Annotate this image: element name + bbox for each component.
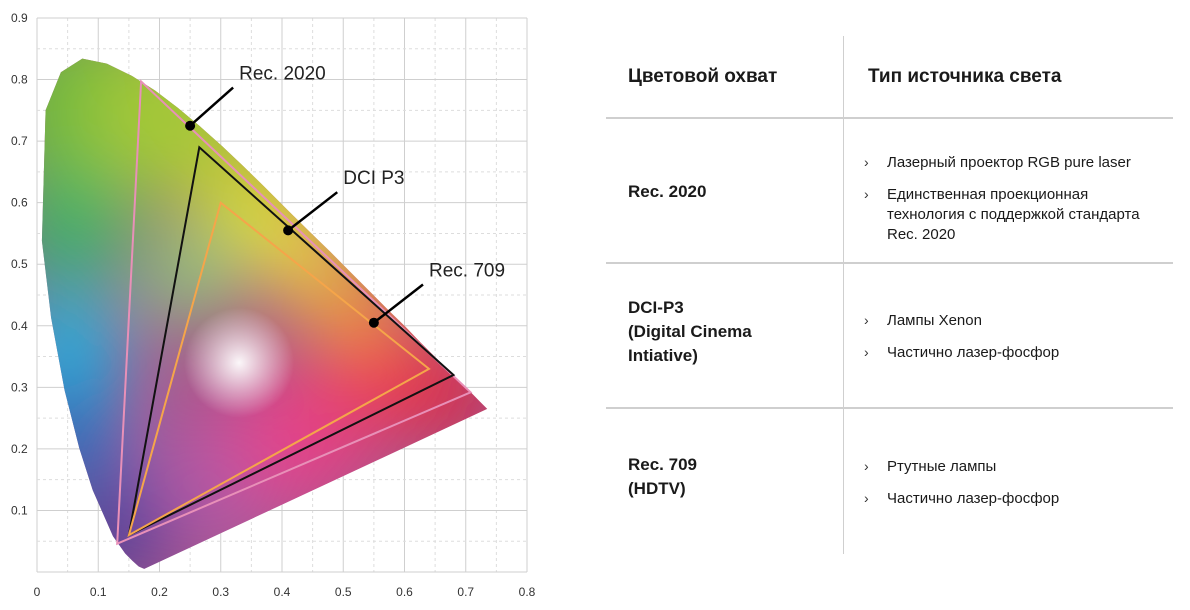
list-item: › Лазерный проектор RGB pure laser	[864, 154, 1131, 171]
y-tick-label: 0.8	[11, 73, 28, 87]
x-tick-label: 0	[34, 585, 41, 599]
row-sources-rec2020: › Лазерный проектор RGB pure laser › Единс…	[862, 153, 1167, 257]
header-gamut: Цветовой охват	[628, 66, 778, 87]
chevron-right-icon: ›	[864, 490, 869, 506]
callout-line	[287, 191, 339, 232]
x-tick-label: 0.6	[396, 585, 413, 599]
callout-label: DCI P3	[343, 168, 404, 189]
chevron-right-icon: ›	[864, 344, 869, 360]
row-gamut-dcip3: DCI-P3 (Digital Cinema Intiative)	[628, 296, 752, 368]
row-divider	[606, 407, 1173, 409]
x-tick-label: 0.7	[457, 585, 474, 599]
color-region	[41, 296, 126, 405]
gamut-table: Цветовой охват Тип источника света Rec. …	[606, 36, 1173, 554]
list-item: › Ртутные лампы	[864, 458, 997, 475]
row-sources-rec709: › Ртутные лампы › Частично лазер-фосфор	[862, 457, 1167, 521]
row-divider	[606, 262, 1173, 264]
gamut-name: Rec. 2020	[628, 182, 707, 201]
cie-chromaticity-chart: Rec. 2020 DCI P3 Rec. 709 0 0.1 0.2 0.3 0.4 0.5…	[11, 11, 536, 599]
list-item: › Лампы Xenon	[864, 312, 982, 329]
chevron-right-icon: ›	[864, 186, 869, 202]
y-tick-label: 0.2	[11, 442, 28, 456]
y-tick-label: 0.5	[11, 257, 28, 271]
gamut-triangle-rec-2020	[116, 79, 473, 546]
gamut-name: DCI-P3	[628, 298, 684, 317]
color-region	[310, 265, 401, 350]
y-tick-label: 0.4	[11, 319, 28, 333]
callouts: Rec. 2020 DCI P3 Rec. 709	[185, 64, 505, 328]
callout-dot	[368, 317, 379, 328]
chevron-right-icon: ›	[864, 458, 869, 474]
axis-ticks: 0 0.1 0.2 0.3 0.4 0.5 0.6 0.7 0.8 0.1 0.2 0.3 0.4 0.5…	[11, 11, 536, 599]
color-region	[138, 228, 242, 325]
header-divider	[606, 117, 1173, 119]
callout-dot	[185, 120, 196, 131]
row-gamut-rec2020: Rec. 2020	[628, 180, 706, 204]
y-tick-label: 0.9	[11, 11, 28, 25]
y-tick-label: 0.6	[11, 196, 28, 210]
list-item: › Единственная проекционная технология с …	[864, 186, 1140, 243]
x-tick-label: 0.8	[519, 585, 536, 599]
gamut-subtitle: Intiative)	[628, 346, 698, 365]
header-light-source: Тип источника света	[868, 66, 1062, 87]
gamut-subtitle: (Digital Cinema	[628, 322, 752, 341]
gamut-triangle-dci-p3	[127, 145, 456, 537]
callout-label: Rec. 709	[429, 261, 505, 282]
color-region	[41, 382, 132, 491]
list-item: › Частично лазер-фосфор	[864, 344, 1060, 361]
y-tick-label: 0.3	[11, 380, 28, 394]
column-divider	[843, 36, 844, 554]
x-tick-label: 0.5	[335, 585, 352, 599]
row-sources-dcip3: › Лампы Xenon › Частично лазер-фосфор	[862, 311, 1167, 375]
list-item: › Частично лазер-фосфор	[864, 490, 1060, 507]
x-tick-label: 0.1	[90, 585, 107, 599]
gamut-triangle-rec-709	[127, 200, 431, 538]
chevron-right-icon: ›	[864, 154, 869, 170]
color-region	[41, 173, 132, 294]
callout-dot	[283, 225, 294, 236]
callout-label: Rec. 2020	[239, 64, 326, 85]
gamut-subtitle: (HDTV)	[628, 479, 686, 498]
y-tick-label: 0.1	[11, 503, 28, 517]
x-tick-label: 0.4	[274, 585, 291, 599]
y-tick-label: 0.7	[11, 134, 28, 148]
row-gamut-rec709: Rec. 709 (HDTV)	[628, 453, 697, 501]
x-tick-label: 0.2	[151, 585, 168, 599]
gamut-triangles	[116, 79, 473, 546]
chevron-right-icon: ›	[864, 312, 869, 328]
spectral-locus-area	[41, 58, 488, 569]
color-region	[415, 357, 488, 430]
gamut-name: Rec. 709	[628, 455, 697, 474]
x-tick-label: 0.3	[212, 585, 229, 599]
callout-line	[373, 283, 424, 324]
callout-line	[189, 86, 234, 127]
